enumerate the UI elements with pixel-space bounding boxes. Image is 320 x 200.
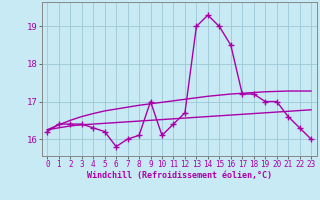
X-axis label: Windchill (Refroidissement éolien,°C): Windchill (Refroidissement éolien,°C) xyxy=(87,171,272,180)
